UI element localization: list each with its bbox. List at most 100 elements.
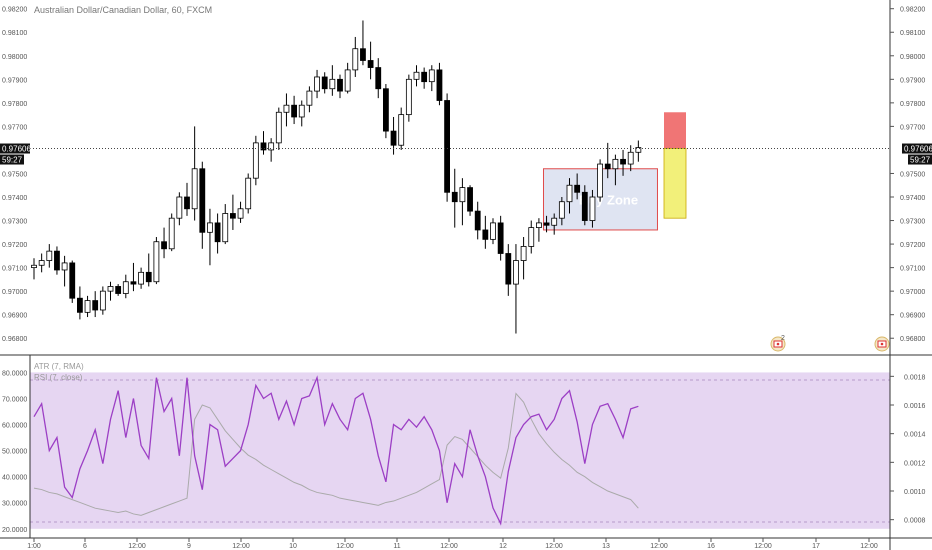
rsi-band — [30, 372, 890, 529]
candle-body — [283, 104, 290, 113]
candle — [604, 142, 611, 179]
atr-tick-label: 0.0018 — [904, 374, 926, 381]
candle — [214, 213, 221, 254]
candle-body — [92, 300, 99, 311]
candle-body — [153, 241, 160, 283]
time-tick-label: 10 — [289, 543, 297, 550]
countdown-label-right: 59:27 — [910, 156, 931, 165]
time-tick-label: 12:00 — [754, 543, 772, 550]
target-box[interactable] — [663, 148, 687, 219]
rsi-tick-label: 40.0000 — [2, 475, 27, 482]
candle-body — [107, 286, 114, 292]
candle — [222, 204, 229, 245]
candle — [130, 262, 137, 292]
candle-body — [612, 158, 619, 170]
time-tick-label: 6 — [83, 543, 87, 550]
candle-body — [405, 78, 412, 116]
candle-body — [229, 213, 236, 219]
atr-tick-label: 0.0012 — [904, 460, 926, 467]
time-tick-label: 12:00 — [232, 543, 250, 550]
candle-body — [444, 100, 451, 193]
time-tick-label: 13 — [602, 543, 610, 550]
candle — [252, 135, 259, 186]
candle — [145, 253, 152, 287]
price-tick-label: 0.97400 — [900, 195, 925, 202]
candle — [329, 65, 336, 96]
candle — [176, 192, 183, 226]
candle — [482, 215, 489, 249]
candle-body — [558, 201, 565, 219]
candle-body — [337, 78, 343, 92]
time-tick-label: 12:00 — [860, 543, 878, 550]
event-flag[interactable]: 2 — [770, 335, 786, 352]
candle-body — [627, 151, 634, 165]
indicator-axis-ticks: 80.0000 70.0000 60.0000 50.0000 40.0000 30.00… — [2, 370, 926, 533]
price-tick-label-left: 0.98100 — [2, 30, 27, 37]
candle-body — [360, 48, 366, 61]
candle-body — [620, 158, 626, 165]
atr-legend[interactable]: ATR (7, RMA) — [34, 362, 84, 371]
candle-body — [574, 184, 581, 193]
candle-body — [467, 187, 473, 212]
price-tick-label-left: 0.96800 — [2, 336, 27, 343]
candle — [38, 253, 45, 273]
candle-body — [245, 177, 252, 210]
price-tick-label-left: 0.97500 — [2, 171, 27, 178]
time-tick-label: 1:00 — [27, 543, 41, 550]
candle — [314, 69, 320, 99]
candle — [46, 244, 53, 268]
candle-body — [589, 196, 596, 221]
candle — [375, 58, 382, 99]
candle — [69, 260, 76, 303]
price-tick-label-left: 0.97200 — [2, 242, 27, 249]
time-tick-label: 9 — [187, 543, 191, 550]
time-tick-label: 12 — [499, 543, 507, 550]
candle — [99, 286, 106, 315]
atr-tick-label: 0.0014 — [904, 432, 926, 439]
candle-body — [61, 262, 68, 271]
candle-body — [581, 191, 588, 221]
candle-body — [130, 281, 137, 285]
candle-body — [505, 253, 512, 285]
rsi-tick-label: 30.0000 — [2, 501, 27, 508]
candle-body — [436, 69, 443, 101]
candle — [344, 62, 351, 94]
candle — [405, 74, 412, 122]
price-tick-label: 0.97700 — [900, 124, 925, 131]
candle-body — [176, 196, 183, 219]
candle — [84, 295, 91, 318]
candle — [444, 93, 451, 202]
rsi-legend[interactable]: RSI (7, close) — [34, 373, 83, 382]
countdown-badge-right — [908, 154, 932, 165]
candle-body — [635, 147, 642, 153]
candle — [413, 65, 420, 87]
candle — [229, 194, 236, 230]
candle-body — [497, 222, 504, 254]
candle — [574, 173, 581, 200]
atr-tick-label: 0.0016 — [904, 403, 926, 410]
event-flag-2[interactable] — [874, 336, 890, 352]
candle — [298, 100, 305, 127]
candle-body — [268, 142, 275, 151]
canada-flag-icon-leaf — [880, 342, 884, 346]
candle — [107, 281, 114, 301]
candle-body — [482, 229, 489, 240]
candle — [612, 154, 619, 186]
stop-loss-box[interactable] — [664, 112, 686, 149]
candle-body — [513, 260, 519, 285]
event-count: 2 — [781, 335, 785, 342]
candle-body — [77, 297, 83, 313]
time-tick-label: 12:00 — [650, 543, 668, 550]
candle — [61, 255, 68, 287]
candle-body — [31, 264, 37, 269]
candle — [184, 182, 190, 216]
price-tick-label: 0.97500 — [900, 171, 925, 178]
candle — [321, 72, 328, 94]
candle-body — [222, 213, 229, 243]
price-tick-label-left: 0.97900 — [2, 77, 27, 84]
candle-body — [38, 260, 45, 266]
candle — [115, 284, 122, 296]
candle — [581, 185, 588, 226]
candle — [536, 218, 542, 242]
